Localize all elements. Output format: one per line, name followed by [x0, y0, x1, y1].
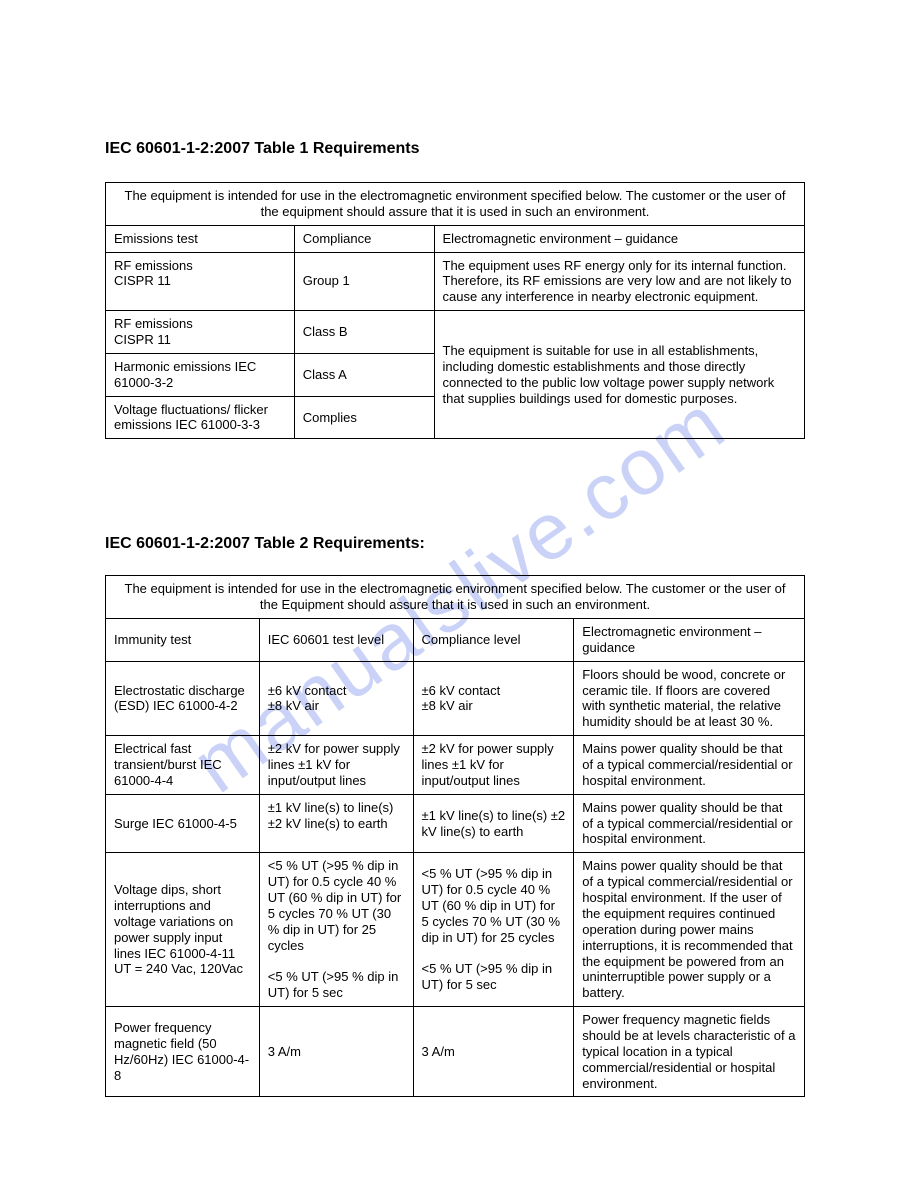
t1-merged-guide: The equipment is suitable for use in all… — [434, 311, 804, 439]
t1-r1-test: RF emissionsCISPR 11 — [106, 311, 295, 354]
t2-r0-level: ±6 kV contact±8 kV air — [259, 661, 413, 735]
t1-r3-comp: Complies — [294, 396, 434, 439]
t2-r4-level: 3 A/m — [259, 1007, 413, 1097]
t2-r1-level: ±2 kV for power supply lines ±1 kV for i… — [259, 736, 413, 795]
table2-col2: Compliance level — [413, 619, 574, 662]
table-row: Surge IEC 61000-4-5 ±1 kV line(s) to lin… — [106, 794, 805, 853]
table1-title: IEC 60601-1-2:2007 Table 1 Requirements — [105, 140, 805, 158]
t1-r2-comp: Class A — [294, 353, 434, 396]
page-content: IEC 60601-1-2:2007 Table 1 Requirements … — [105, 140, 805, 1097]
t2-r1-test: Electrical fast transient/burst IEC 6100… — [106, 736, 260, 795]
table-row: Power frequency magnetic field (50 Hz/60… — [106, 1007, 805, 1097]
table2-intro-row: The equipment is intended for use in the… — [106, 576, 805, 619]
t2-r0-comp: ±6 kV contact±8 kV air — [413, 661, 574, 735]
t2-r4-comp: 3 A/m — [413, 1007, 574, 1097]
t2-r4-guide: Power frequency magnetic fields should b… — [574, 1007, 805, 1097]
immunity-table: The equipment is intended for use in the… — [105, 575, 805, 1097]
table2-header-row: Immunity test IEC 60601 test level Compl… — [106, 619, 805, 662]
table2-intro-cell: The equipment is intended for use in the… — [106, 576, 805, 619]
table-row: Electrical fast transient/burst IEC 6100… — [106, 736, 805, 795]
table1-intro-row: The equipment is intended for use in the… — [106, 183, 805, 226]
t1-r3-test: Voltage fluctuations/ flicker emissions … — [106, 396, 295, 439]
table2-title: IEC 60601-1-2:2007 Table 2 Requirements: — [105, 535, 805, 553]
t1-r0-test: RF emissionsCISPR 11 — [106, 252, 295, 311]
t2-r3-test: Voltage dips, short interruptions and vo… — [106, 853, 260, 1007]
table1-intro-cell: The equipment is intended for use in the… — [106, 183, 805, 226]
t1-r0-guide: The equipment uses RF energy only for it… — [434, 252, 804, 311]
table-row: RF emissionsCISPR 11 Group 1 The equipme… — [106, 252, 805, 311]
section-1: IEC 60601-1-2:2007 Table 1 Requirements … — [105, 140, 805, 439]
t2-r4-test: Power frequency magnetic field (50 Hz/60… — [106, 1007, 260, 1097]
table-row: Electrostatic discharge (ESD) IEC 61000-… — [106, 661, 805, 735]
t2-r3-comp: <5 % UT (>95 % dip in UT) for 0.5 cycle … — [413, 853, 574, 1007]
table1-col2: Electromagnetic environment – guidance — [434, 225, 804, 252]
table1-col0: Emissions test — [106, 225, 295, 252]
t2-r2-guide: Mains power quality should be that of a … — [574, 794, 805, 853]
table-row: Voltage dips, short interruptions and vo… — [106, 853, 805, 1007]
table1-col1: Compliance — [294, 225, 434, 252]
t2-r2-level: ±1 kV line(s) to line(s) ±2 kV line(s) t… — [259, 794, 413, 853]
emissions-table: The equipment is intended for use in the… — [105, 182, 805, 439]
t1-r2-test: Harmonic emissions IEC 61000-3-2 — [106, 353, 295, 396]
section-2: IEC 60601-1-2:2007 Table 2 Requirements:… — [105, 535, 805, 1097]
table2-col3: Electromagnetic environment – guidance — [574, 619, 805, 662]
table2-col1: IEC 60601 test level — [259, 619, 413, 662]
t1-r1-comp: Class B — [294, 311, 434, 354]
t2-r2-comp: ±1 kV line(s) to line(s) ±2 kV line(s) t… — [413, 794, 574, 853]
table1-header-row: Emissions test Compliance Electromagneti… — [106, 225, 805, 252]
t2-r2-test: Surge IEC 61000-4-5 — [106, 794, 260, 853]
t2-r0-guide: Floors should be wood, concrete or ceram… — [574, 661, 805, 735]
t1-r0-comp: Group 1 — [294, 252, 434, 311]
t2-r0-test: Electrostatic discharge (ESD) IEC 61000-… — [106, 661, 260, 735]
table-row: RF emissionsCISPR 11 Class B The equipme… — [106, 311, 805, 354]
t2-r1-guide: Mains power quality should be that of a … — [574, 736, 805, 795]
table2-col0: Immunity test — [106, 619, 260, 662]
t2-r3-guide: Mains power quality should be that of a … — [574, 853, 805, 1007]
t2-r1-comp: ±2 kV for power supply lines ±1 kV for i… — [413, 736, 574, 795]
t2-r3-level: <5 % UT (>95 % dip in UT) for 0.5 cycle … — [259, 853, 413, 1007]
